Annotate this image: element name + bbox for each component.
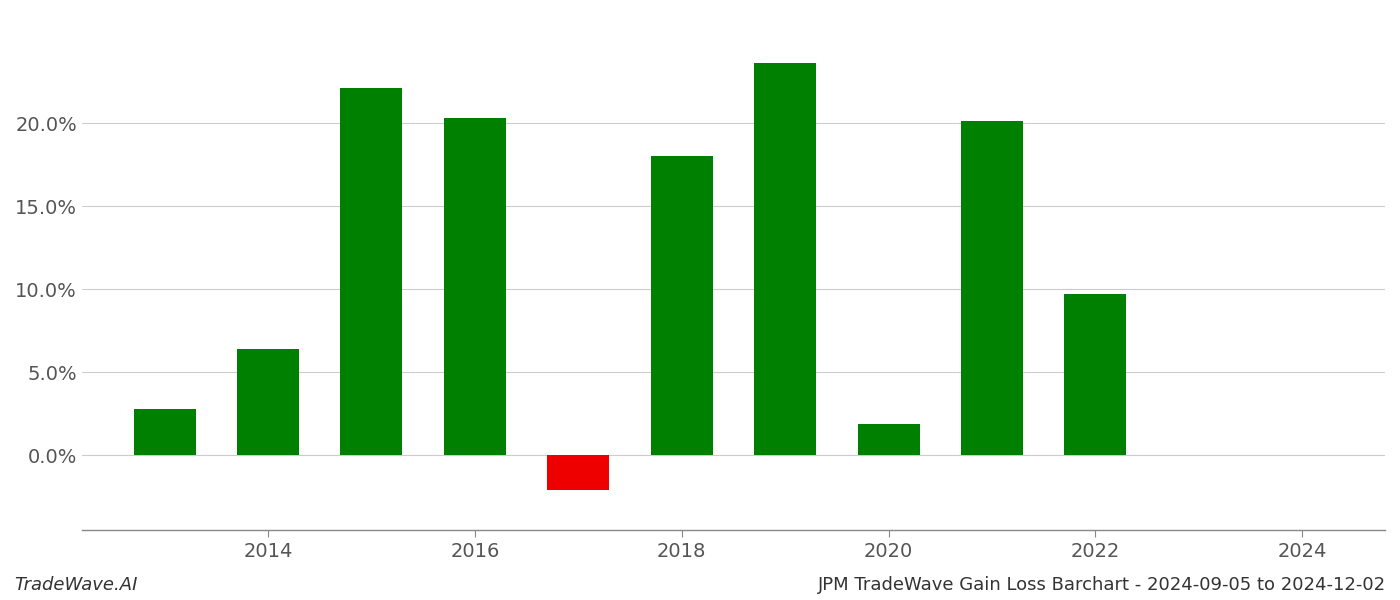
Bar [340, 88, 402, 455]
Bar [960, 121, 1023, 455]
Bar [858, 424, 920, 455]
Bar [651, 156, 713, 455]
Text: TradeWave.AI: TradeWave.AI [14, 576, 137, 594]
Bar [237, 349, 300, 455]
Bar [755, 63, 816, 455]
Text: JPM TradeWave Gain Loss Barchart - 2024-09-05 to 2024-12-02: JPM TradeWave Gain Loss Barchart - 2024-… [818, 576, 1386, 594]
Bar [133, 409, 196, 455]
Bar [547, 455, 609, 490]
Bar [444, 118, 505, 455]
Bar [1064, 294, 1127, 455]
